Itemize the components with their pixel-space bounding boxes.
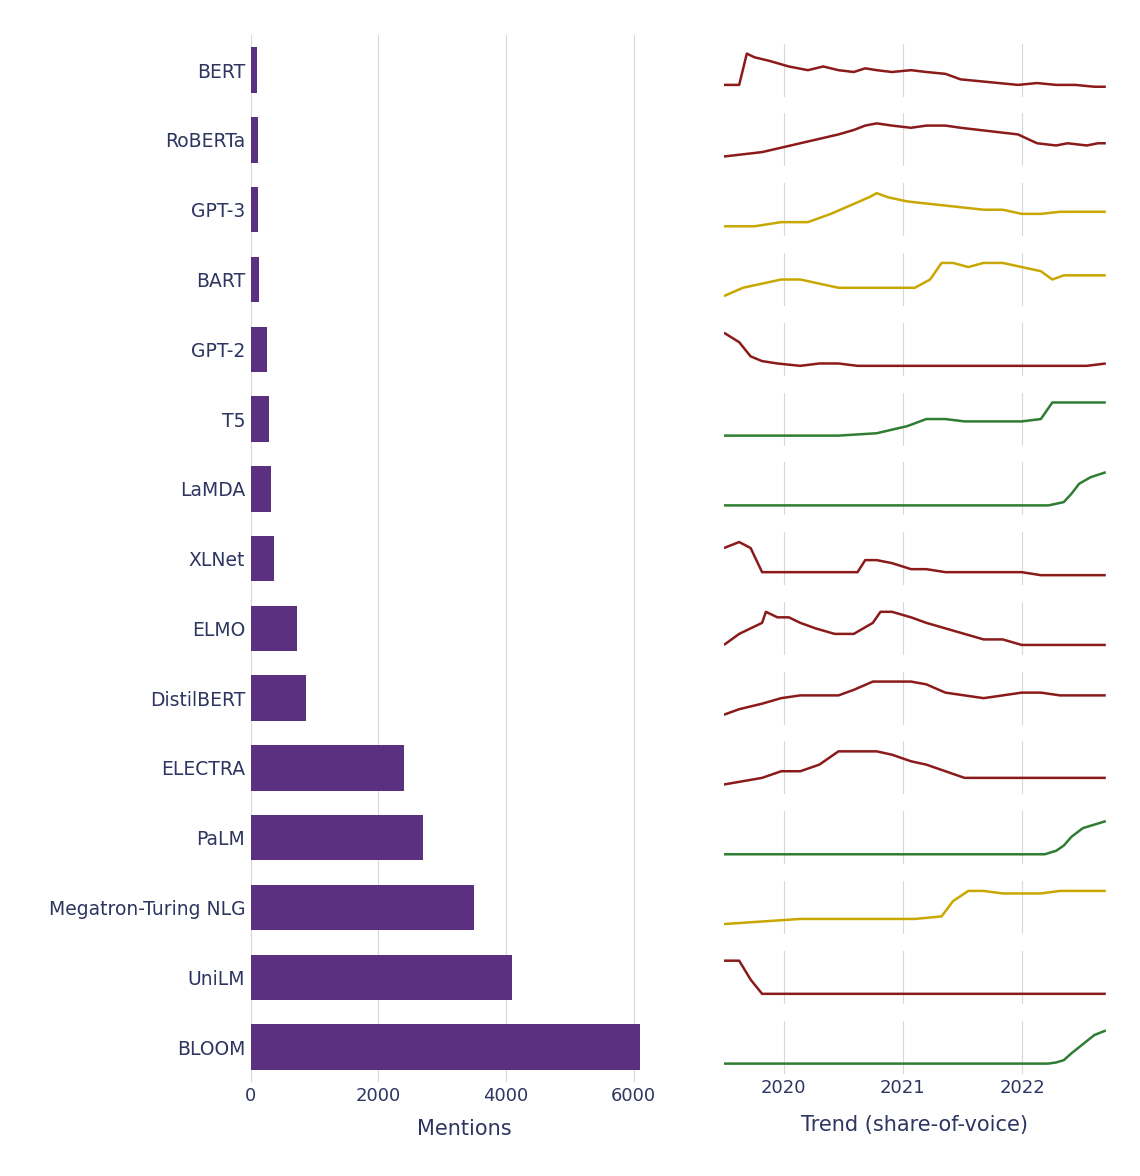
Text: Trend (share-of-voice): Trend (share-of-voice) (801, 1115, 1028, 1135)
Bar (251, 118, 258, 162)
Bar (251, 884, 474, 930)
Bar (251, 256, 259, 302)
Bar (251, 606, 296, 652)
Bar (251, 536, 275, 581)
Bar (251, 187, 259, 233)
Bar (251, 1024, 640, 1070)
Bar (251, 815, 423, 861)
Bar (251, 955, 512, 1000)
Bar (251, 327, 268, 372)
Bar (251, 396, 269, 442)
X-axis label: Mentions: Mentions (417, 1118, 512, 1138)
Bar (251, 675, 307, 721)
Bar (251, 746, 404, 790)
Bar (251, 466, 270, 512)
Bar (251, 47, 256, 93)
